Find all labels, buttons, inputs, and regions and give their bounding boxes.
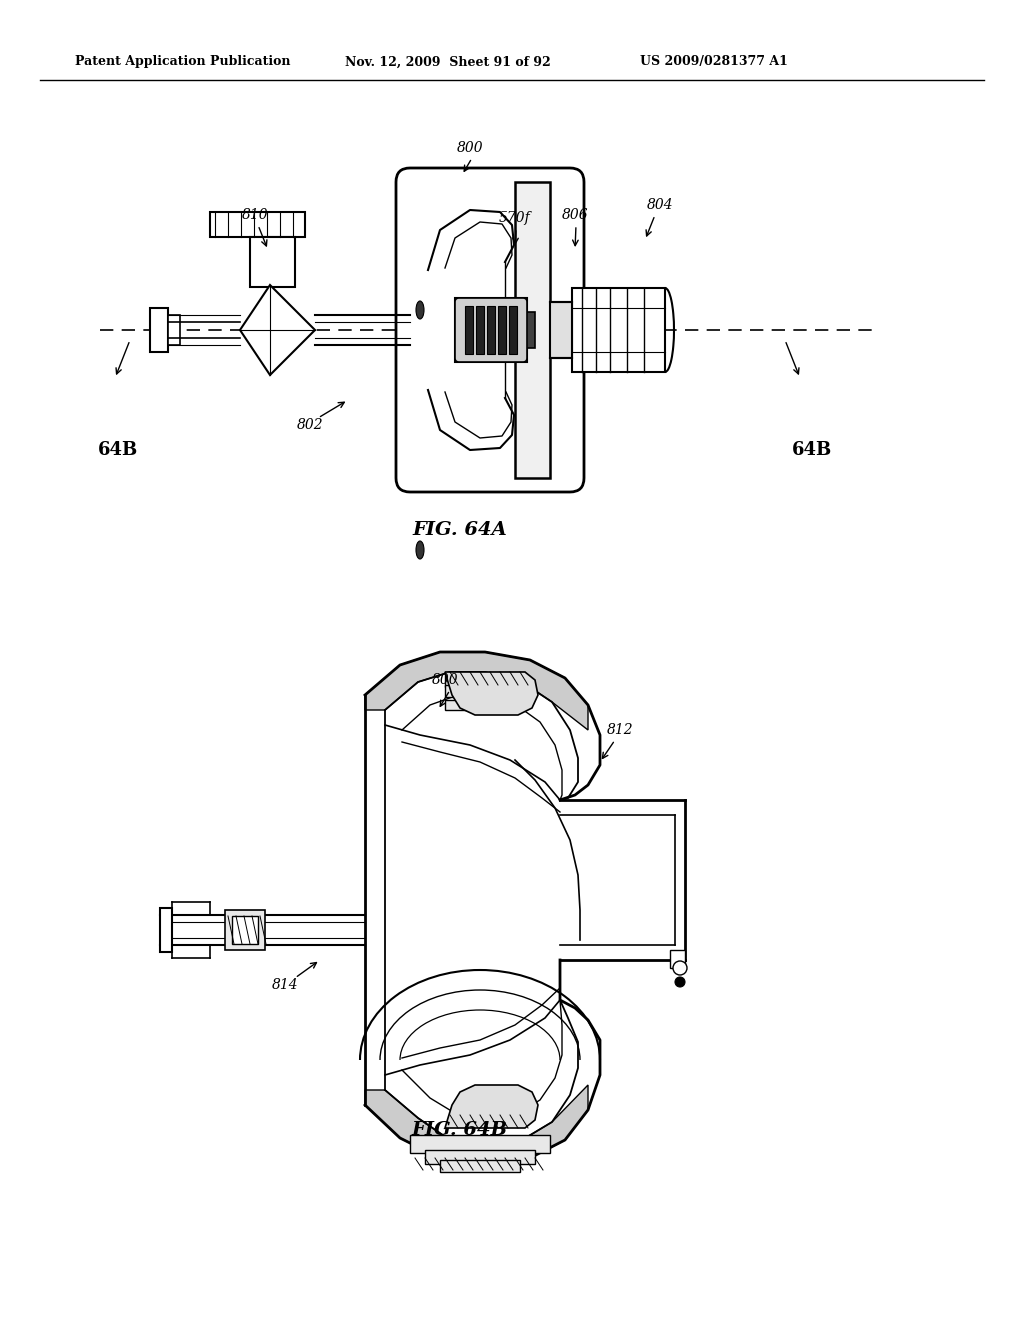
Bar xyxy=(425,1150,535,1164)
Ellipse shape xyxy=(416,541,424,558)
Bar xyxy=(550,302,572,358)
Polygon shape xyxy=(365,652,588,730)
Text: FIG. 64B: FIG. 64B xyxy=(412,1121,508,1139)
Bar xyxy=(210,213,305,238)
Polygon shape xyxy=(365,1085,588,1166)
Bar xyxy=(440,1160,520,1172)
Bar xyxy=(476,306,484,354)
Bar xyxy=(515,312,535,348)
Circle shape xyxy=(673,961,687,975)
Bar xyxy=(445,685,520,697)
Bar xyxy=(168,315,180,345)
Bar xyxy=(232,916,258,944)
Bar xyxy=(498,306,506,354)
Bar xyxy=(160,908,172,952)
Bar xyxy=(465,306,473,354)
Bar xyxy=(150,308,168,352)
Polygon shape xyxy=(445,1085,538,1129)
Text: FIG. 64A: FIG. 64A xyxy=(413,521,507,539)
Polygon shape xyxy=(240,285,315,375)
Text: 810: 810 xyxy=(242,209,268,222)
Text: Patent Application Publication: Patent Application Publication xyxy=(75,55,291,69)
Text: 802: 802 xyxy=(297,418,324,432)
FancyBboxPatch shape xyxy=(455,298,527,362)
Text: 812: 812 xyxy=(606,723,633,737)
Bar xyxy=(455,298,527,362)
FancyBboxPatch shape xyxy=(396,168,584,492)
Bar xyxy=(572,288,665,372)
Bar xyxy=(515,182,550,478)
Bar xyxy=(445,672,525,686)
Text: US 2009/0281377 A1: US 2009/0281377 A1 xyxy=(640,55,787,69)
Text: 806: 806 xyxy=(562,209,589,222)
Bar xyxy=(250,238,295,286)
Text: Nov. 12, 2009  Sheet 91 of 92: Nov. 12, 2009 Sheet 91 of 92 xyxy=(345,55,551,69)
Bar xyxy=(487,306,495,354)
Bar xyxy=(670,950,685,968)
Text: 64B: 64B xyxy=(98,441,138,459)
Circle shape xyxy=(675,977,685,987)
Text: 800: 800 xyxy=(432,673,459,686)
Ellipse shape xyxy=(416,301,424,319)
Bar xyxy=(445,700,514,710)
Bar xyxy=(509,306,517,354)
Text: 64B: 64B xyxy=(792,441,833,459)
Text: 570f: 570f xyxy=(499,211,530,224)
Polygon shape xyxy=(445,672,538,715)
Bar xyxy=(225,909,265,950)
Text: 804: 804 xyxy=(647,198,674,213)
Bar xyxy=(410,1135,550,1152)
Text: 814: 814 xyxy=(271,978,298,993)
Text: 800: 800 xyxy=(457,141,483,154)
